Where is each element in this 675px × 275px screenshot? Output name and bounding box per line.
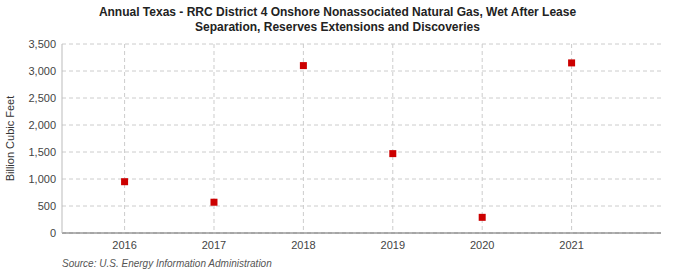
y-grid-line (62, 233, 661, 234)
y-tick-label: 500 (38, 200, 56, 212)
points (121, 59, 575, 220)
x-grid-line (392, 44, 393, 233)
y-tick-label: 3,000 (28, 65, 56, 77)
y-axis-line (62, 44, 63, 233)
y-tick-label: 3,500 (28, 38, 56, 50)
x-tick-label: 2021 (559, 239, 583, 251)
x-grid-line (482, 44, 483, 233)
x-axis-line (62, 233, 661, 234)
grid (62, 44, 661, 233)
point (568, 59, 575, 66)
point (121, 178, 128, 185)
x-grid-line (571, 44, 572, 233)
y-tick-label: 1,500 (28, 146, 56, 158)
y-tick-label: 1,000 (28, 173, 56, 185)
x-tick-label: 2020 (470, 239, 494, 251)
y-grid-line (62, 98, 661, 99)
y-grid-line (62, 71, 661, 72)
x-grid-line (124, 44, 125, 233)
point (479, 214, 486, 221)
x-tick-label: 2019 (381, 239, 405, 251)
y-tick-label: 2,500 (28, 92, 56, 104)
y-tick-label: 0 (50, 227, 56, 239)
x-grid-line (303, 44, 304, 233)
point (389, 150, 396, 157)
y-axis-label: Billion Cubic Feet (4, 96, 16, 182)
y-tick-label: 2,000 (28, 119, 56, 131)
annotation: Source: U.S. Energy Information Administ… (62, 258, 272, 269)
point (300, 62, 307, 69)
point (210, 199, 217, 206)
x-tick-label: 2016 (112, 239, 136, 251)
axes: 0 500 1,000 1,500 2,000 2,500 3,000 3,500 2016 20… (28, 38, 661, 251)
title: Annual Texas - RRC District 4 Onshore No… (99, 5, 577, 34)
x-tick-label: 2017 (202, 239, 226, 251)
chart: Annual Texas - RRC District 4 Onshore No… (0, 0, 675, 275)
x-tick-label: 2018 (291, 239, 315, 251)
